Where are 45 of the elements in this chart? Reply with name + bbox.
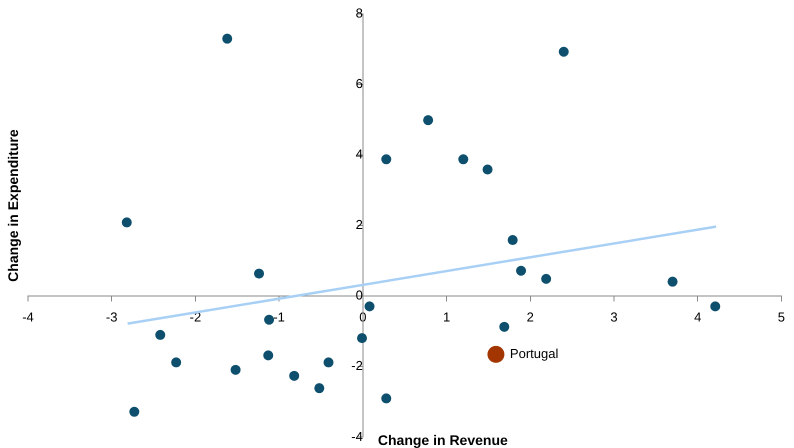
x-tick-label: 2 (526, 310, 534, 325)
point (314, 383, 324, 394)
point (668, 276, 678, 287)
point (423, 115, 434, 126)
point (324, 357, 334, 368)
y-tick-label: -4 (351, 428, 363, 444)
x-tick-label: 1 (442, 310, 450, 325)
point (487, 346, 504, 363)
point (381, 393, 392, 404)
point (482, 164, 493, 175)
y-axis-title: Change in Expenditure (4, 129, 21, 282)
point (155, 330, 166, 340)
point (264, 314, 274, 325)
x-axis-title: Change in Revenue (378, 432, 508, 448)
point (381, 154, 392, 164)
point (516, 266, 526, 276)
series-label: Portugal (510, 346, 558, 361)
x-tick-label: -3 (106, 310, 118, 325)
x-tick-label: 5 (778, 310, 785, 325)
point (458, 154, 468, 164)
point (263, 350, 274, 360)
x-tick-label: 4 (694, 310, 702, 325)
point (171, 357, 182, 368)
point (508, 235, 518, 246)
y-tick-label: -2 (351, 358, 363, 374)
x-tick-label: 3 (610, 310, 618, 325)
point (289, 370, 300, 381)
y-tick-label: 8 (356, 6, 363, 21)
y-tick-label: 6 (356, 76, 363, 92)
point (122, 217, 132, 228)
point (364, 301, 375, 312)
point (499, 322, 510, 332)
point (222, 34, 232, 44)
x-tick-label: -4 (22, 310, 34, 325)
y-tick-label: 2 (356, 217, 363, 232)
y-tick-label: 0 (356, 288, 363, 303)
point (129, 406, 140, 417)
point (558, 46, 569, 57)
point (710, 301, 720, 312)
point (230, 364, 241, 375)
point (254, 268, 264, 279)
x-tick-label: -1 (273, 310, 285, 325)
point (541, 274, 552, 284)
y-tick-label: 4 (356, 146, 363, 162)
point (357, 333, 367, 344)
